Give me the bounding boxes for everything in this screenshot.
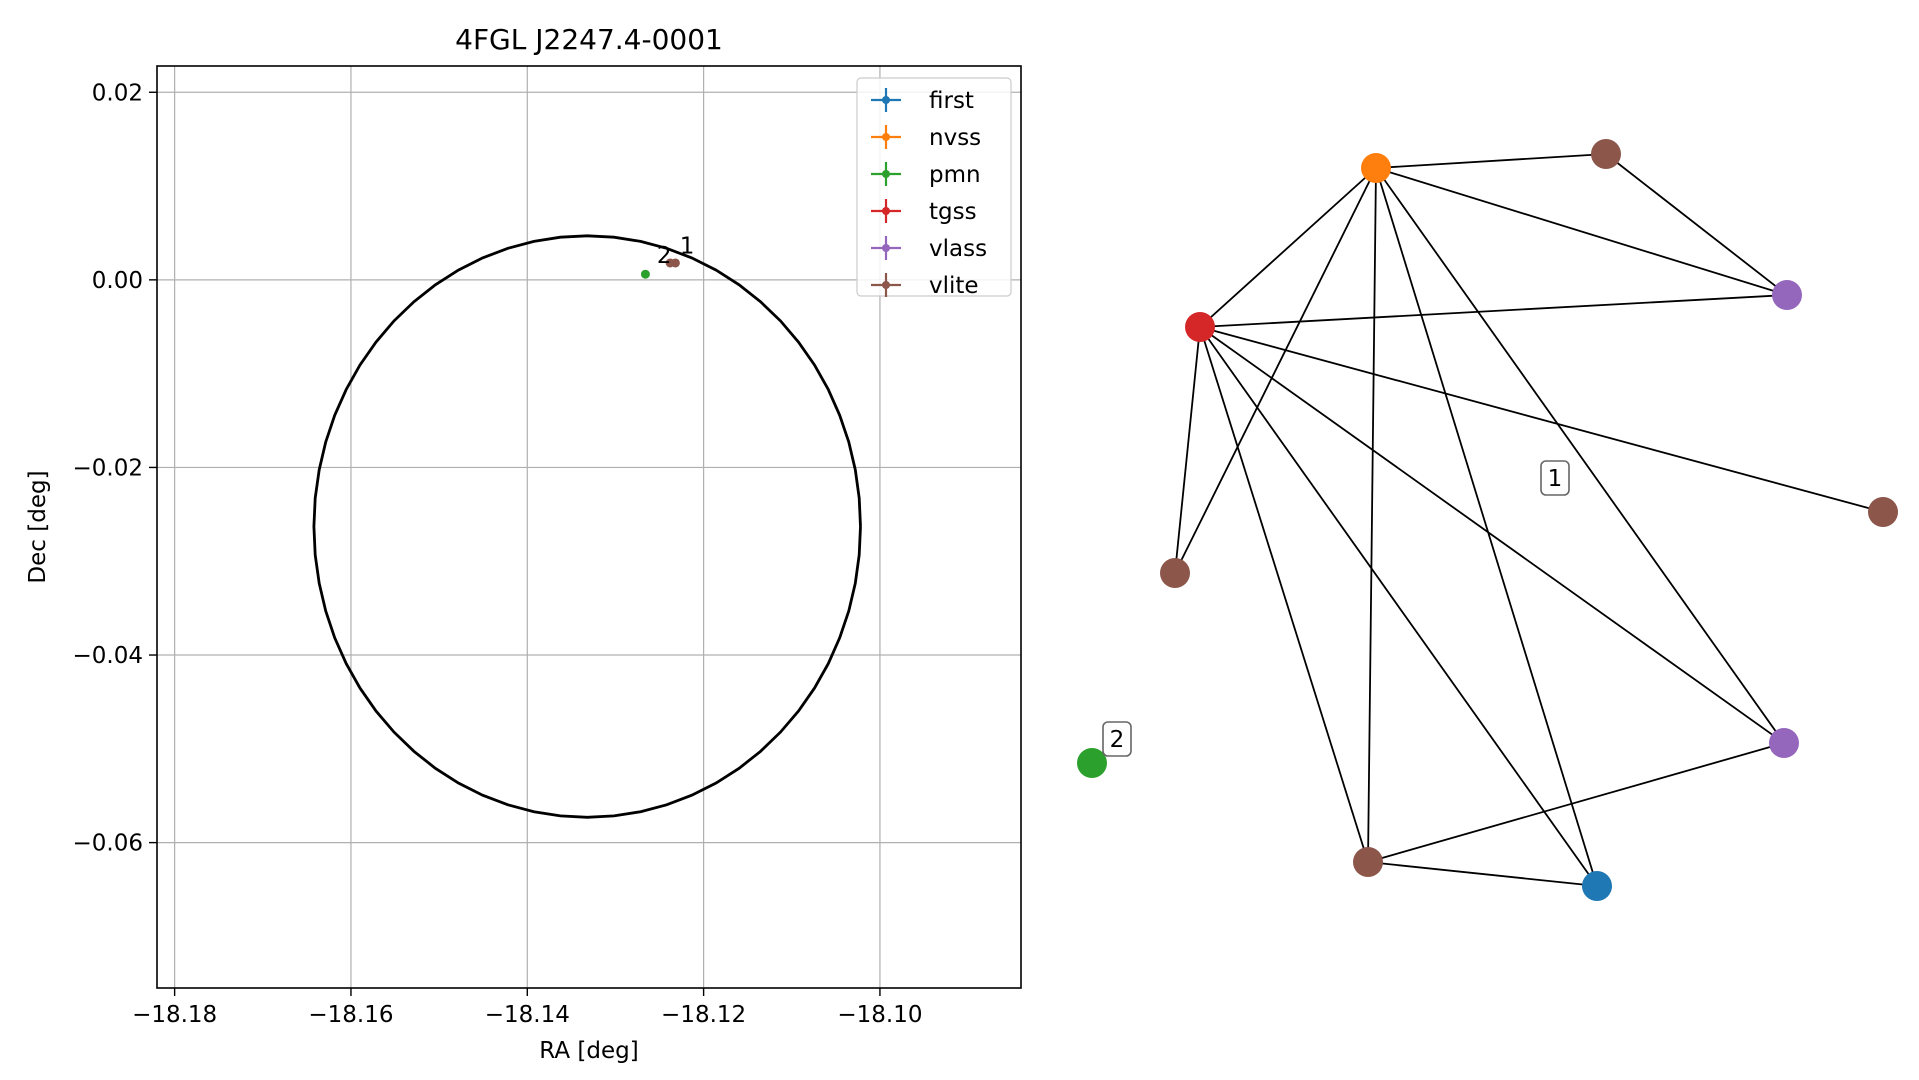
network-node-tgss: [1185, 312, 1215, 342]
legend-entry-pmn: pmn: [871, 162, 981, 188]
network-node-vlite: [1591, 139, 1621, 169]
network-node-vlass: [1772, 280, 1802, 310]
point-annotation: 1: [680, 234, 695, 260]
legend-entry-vlass: vlass: [871, 236, 987, 262]
network-node-first: [1582, 871, 1612, 901]
network-edge: [1199, 167, 1377, 328]
x-tick-label: −18.10: [837, 1002, 922, 1028]
legend-entry-tgss: tgss: [871, 199, 977, 225]
svg-text:2: 2: [1110, 727, 1125, 753]
x-tick-label: −18.12: [661, 1002, 746, 1028]
y-tick-label: 0.00: [92, 268, 143, 294]
legend-entry-vlite: vlite: [871, 273, 979, 299]
network-edge: [1375, 153, 1607, 169]
component-label: 1: [1540, 460, 1570, 496]
plot-frame: [156, 65, 1022, 989]
chart-title: 4FGL J2247.4-0001: [455, 23, 723, 56]
legend-label: pmn: [929, 162, 981, 188]
uncertainty-circle: [312, 234, 862, 819]
x-axis-ticks: −18.18 −18.16 −18.14 −18.12 −18.10: [132, 988, 923, 1028]
data-point-vlite: [670, 258, 680, 268]
svg-text:1: 1: [1548, 466, 1563, 492]
component-label: 2: [1102, 721, 1132, 757]
network-node-vlite: [1868, 497, 1898, 527]
network-node-nvss: [1361, 153, 1391, 183]
legend-label: first: [929, 88, 974, 114]
legend-entry-first: first: [871, 88, 974, 114]
scatter-panel: 4FGL J2247.4-0001 12 −18.18 −18.16 −18.14−…: [25, 23, 1022, 1064]
network-edge: [1174, 167, 1377, 574]
network-node-vlite: [1160, 558, 1190, 588]
network-edge: [1375, 167, 1788, 296]
network-panel: 12: [1077, 139, 1898, 901]
network-edge: [1174, 326, 1201, 574]
legend: first nvss pmn tgss vlass vlite: [856, 77, 1012, 299]
x-tick-label: −18.16: [308, 1002, 393, 1028]
network-edge: [1605, 153, 1788, 296]
legend-entry-nvss: nvss: [871, 125, 981, 151]
y-tick-label: −0.04: [73, 643, 143, 669]
y-tick-label: −0.02: [73, 455, 143, 481]
network-node-pmn: [1077, 748, 1107, 778]
point-annotation: 2: [657, 243, 672, 269]
legend-label: nvss: [929, 125, 981, 151]
network-edge: [1199, 326, 1369, 863]
network-node-vlite: [1353, 847, 1383, 877]
points-layer: [640, 258, 680, 279]
x-axis-label: RA [deg]: [539, 1038, 638, 1064]
y-axis-label: Dec [deg]: [25, 470, 51, 583]
y-tick-label: 0.02: [92, 80, 143, 106]
annotations-layer: 12: [657, 234, 695, 269]
network-edge: [1199, 326, 1884, 513]
legend-label: vlite: [929, 273, 979, 299]
network-edge: [1367, 742, 1785, 863]
network-edge: [1367, 861, 1598, 887]
network-edge: [1375, 167, 1598, 887]
nodes-layer: [1077, 139, 1898, 901]
network-edge: [1375, 167, 1785, 744]
uncertainty-circle-layer: [312, 234, 862, 819]
x-tick-label: −18.14: [485, 1002, 570, 1028]
network-edge: [1367, 167, 1377, 863]
legend-box: [856, 77, 1012, 297]
data-point-pmn: [640, 269, 650, 279]
network-node-vlass: [1769, 728, 1799, 758]
network-edge: [1199, 326, 1785, 744]
x-tick-label: −18.18: [132, 1002, 217, 1028]
legend-label: vlass: [929, 236, 987, 262]
y-tick-label: −0.06: [73, 831, 143, 857]
edges-layer: [1174, 153, 1884, 887]
network-edge: [1199, 326, 1598, 887]
y-axis-ticks: 0.02 0.00 −0.02 −0.04 −0.06: [73, 80, 157, 857]
network-edge: [1199, 294, 1788, 328]
legend-label: tgss: [929, 199, 977, 225]
component-labels-layer: 12: [1102, 460, 1570, 757]
